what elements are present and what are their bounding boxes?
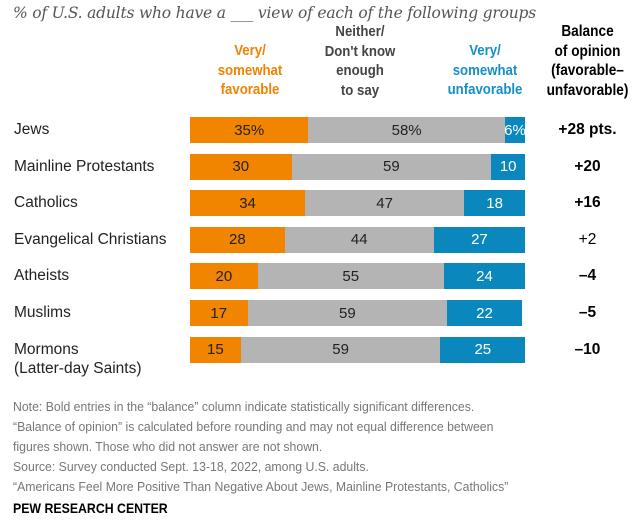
data-label: 18	[486, 194, 503, 212]
bar-neither: 55	[257, 263, 444, 290]
bar-neither: 59	[247, 300, 448, 326]
data-label: 24	[476, 267, 493, 285]
category-label: Catholics	[14, 194, 78, 212]
brand-logo-text: PEW RESEARCH CENTER	[13, 500, 168, 516]
data-label: 20	[215, 267, 233, 285]
note-line: “Balance of opinion” is calculated befor…	[13, 419, 494, 434]
bar-favorable: 28	[190, 226, 285, 253]
data-label: 55	[342, 267, 360, 285]
bar-unfavorable: 22	[447, 300, 522, 326]
data-label: 44	[350, 231, 368, 249]
bar-neither: 44	[284, 226, 434, 253]
source-line: Source: Survey conducted Sept. 13-18, 20…	[13, 459, 369, 474]
balance-value: +16	[574, 194, 601, 212]
bar-unfavorable: 10	[491, 153, 526, 180]
data-label: 59	[332, 341, 349, 359]
bar-favorable: 15	[190, 336, 241, 363]
bar-favorable: 35%	[190, 117, 309, 143]
balance-value: +28 pts.	[558, 121, 617, 138]
legend-neither: Neither/ Don't know enough to say	[324, 23, 396, 99]
data-label: 47	[376, 194, 393, 212]
balance-value: +20	[574, 157, 601, 175]
category-label: Muslims	[14, 304, 71, 321]
data-label: 27	[471, 231, 488, 249]
bar-unfavorable: 6%	[504, 117, 526, 143]
bar-unfavorable: 18	[464, 190, 526, 217]
data-label: 6%	[504, 121, 526, 139]
legend-favorable: Very/ somewhat favorable	[217, 42, 283, 98]
data-label: 17	[210, 304, 228, 322]
data-label: 59	[383, 158, 400, 176]
bar-unfavorable: 24	[443, 263, 526, 290]
balance-value: –5	[578, 304, 597, 321]
category-label: Atheists	[14, 267, 70, 285]
bar-favorable: 34	[190, 190, 306, 217]
data-label: 59	[339, 304, 356, 322]
data-label: 25	[474, 341, 492, 359]
balance-value: –4	[578, 267, 597, 285]
note-line: Note: Bold entries in the “balance” colu…	[13, 399, 475, 414]
category-label: Evangelical Christians	[14, 230, 167, 248]
bar-favorable: 30	[190, 153, 292, 180]
data-label: 30	[232, 158, 250, 176]
category-label: Jews	[14, 121, 50, 138]
category-label: Mormons (Latter-day Saints)	[14, 340, 142, 377]
bar-neither: 47	[305, 190, 465, 217]
bar-unfavorable: 25	[440, 336, 526, 363]
data-label: 35%	[234, 121, 265, 139]
bar-favorable: 17	[190, 300, 248, 326]
chart-title: % of U.S. adults who have a ___ view of …	[13, 4, 536, 22]
category-label: Mainline Protestants	[14, 157, 155, 175]
data-label: 34	[239, 194, 256, 212]
note-line: figures shown. Those who did not answer …	[13, 439, 323, 454]
data-label: 22	[476, 304, 493, 322]
data-label: 28	[229, 231, 246, 249]
data-label: 10	[499, 158, 517, 176]
data-label: 58%	[391, 121, 422, 139]
notes: Note: Bold entries in the “balance” colu…	[13, 397, 508, 497]
balance-value: +2	[578, 230, 597, 248]
bar-favorable: 20	[190, 263, 258, 290]
balance-value: –10	[574, 340, 601, 358]
data-label: 15	[207, 341, 224, 359]
bar-neither: 58%	[308, 117, 505, 143]
bar-neither: 59	[291, 153, 492, 180]
report-title: “Americans Feel More Positive Than Negat…	[13, 479, 509, 494]
legend-unfavorable: Very/ somewhat unfavorable	[447, 42, 523, 98]
bar-neither: 59	[240, 336, 441, 363]
bar-unfavorable: 27	[433, 226, 526, 253]
balance-header: Balance of opinion (favorable– unfavorab…	[546, 23, 629, 99]
